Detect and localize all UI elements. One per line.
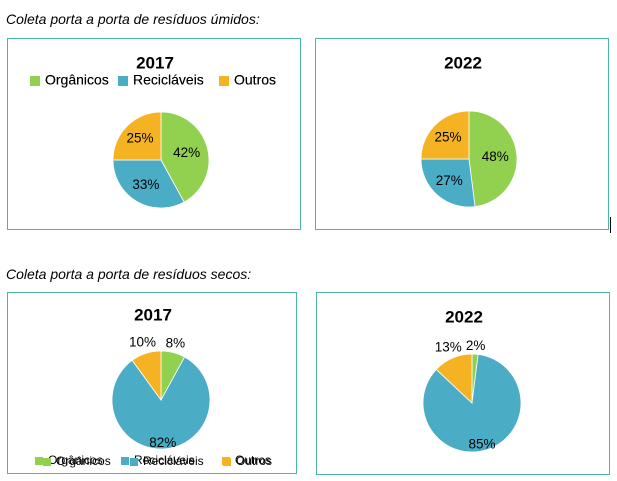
data-label-reciclaveis: 85% bbox=[468, 436, 495, 451]
legend-label-outros: Outros bbox=[236, 454, 272, 468]
data-label-reciclaveis: 33% bbox=[132, 177, 159, 192]
chart-title: 2017 bbox=[134, 305, 172, 324]
data-label-organicos: 8% bbox=[166, 336, 186, 351]
pie-slice-outros bbox=[112, 111, 162, 161]
chart-title: 2022 bbox=[444, 53, 482, 72]
data-label-outros: 13% bbox=[435, 340, 462, 355]
pie-slice-reciclaveis bbox=[112, 159, 185, 209]
legend-swatch-reciclaveis bbox=[118, 76, 128, 86]
pie-slice-organicos bbox=[468, 110, 518, 208]
chart-panel-wet-2022: 2022 Orgânicos Recicláveis Outros 48% 27% 25% bbox=[30, 38, 609, 230]
legend-swatch-organicos bbox=[43, 458, 51, 466]
legend-label-reciclaveis: Recicláveis bbox=[143, 454, 204, 468]
pie-slice-organicos bbox=[160, 111, 210, 203]
legend-label-outros: Outros bbox=[234, 72, 276, 88]
pie-slice-reciclaveis bbox=[111, 356, 211, 450]
legend-swatch-outros bbox=[219, 76, 229, 86]
data-label-organicos: 48% bbox=[482, 149, 509, 164]
chart-panel-wet-2017: 2017 Orgânicos Recicláveis Outros 42% 33% 25% bbox=[7, 38, 301, 230]
legend-label-reciclaveis: Recicláveis bbox=[133, 72, 204, 88]
pie-slice-outros bbox=[420, 110, 470, 160]
data-label-reciclaveis: 82% bbox=[149, 435, 176, 450]
legend-label-outros: Outros bbox=[235, 453, 271, 467]
legend-swatch-reciclaveis bbox=[121, 457, 129, 465]
legend-label-organicos: Orgânicos bbox=[56, 454, 111, 468]
pie-chart-wet-2022: 2022 Orgânicos Recicláveis Outros 48% 27% 25% bbox=[30, 53, 518, 208]
legend-label-organicos: Orgânicos bbox=[45, 72, 109, 88]
data-label-organicos: 42% bbox=[173, 145, 200, 160]
text-cursor bbox=[610, 217, 611, 233]
legend-swatch-outros bbox=[223, 458, 231, 466]
legend-label-reciclaveis: Recicláveis bbox=[134, 453, 195, 467]
legend-swatch-reciclaveis bbox=[130, 458, 138, 466]
pie-slice-outros bbox=[131, 350, 162, 402]
chart-title: 2017 bbox=[136, 53, 174, 72]
pie-slice-reciclaveis bbox=[420, 158, 476, 208]
section-heading-wet: Coleta porta a porta de resíduos úmidos: bbox=[6, 11, 260, 27]
legend-label-organicos: Orgânicos bbox=[45, 72, 109, 88]
pie-slice-outros bbox=[435, 353, 473, 404]
chart-panel-dry-2017: 2017 Orgânicos Recicláveis Outros 8% 82% 10% bbox=[7, 292, 297, 474]
chart-title: 2022 bbox=[445, 307, 483, 326]
section-heading-dry: Coleta porta a porta de resíduos secos: bbox=[6, 266, 252, 282]
pie-chart-dry-2022: 2022 Orgânicos Recicláveis Outros 2% 85% 13% bbox=[43, 307, 522, 468]
pie-chart-wet-2017: 2017 Orgânicos Recicláveis Outros 42% 33% 25% bbox=[30, 53, 276, 209]
data-label-organicos: 2% bbox=[466, 338, 486, 353]
legend-swatch-organicos bbox=[30, 76, 40, 86]
legend-label-reciclaveis: Recicláveis bbox=[133, 72, 204, 88]
data-label-outros: 10% bbox=[129, 335, 156, 350]
legend-label-outros: Outros bbox=[234, 72, 276, 88]
data-label-outros: 25% bbox=[126, 131, 153, 146]
data-label-reciclaveis: 27% bbox=[436, 173, 463, 188]
pie-chart-dry-2017: 2017 Orgânicos Recicláveis Outros 8% 82% 10% bbox=[35, 305, 271, 467]
chart-panel-dry-2022: 2022 Orgânicos Recicláveis Outros 2% 85% 13% bbox=[43, 292, 610, 475]
legend-swatch-organicos bbox=[35, 457, 43, 465]
data-label-outros: 25% bbox=[434, 130, 461, 145]
legend-label-organicos: Orgânicos bbox=[48, 453, 103, 467]
